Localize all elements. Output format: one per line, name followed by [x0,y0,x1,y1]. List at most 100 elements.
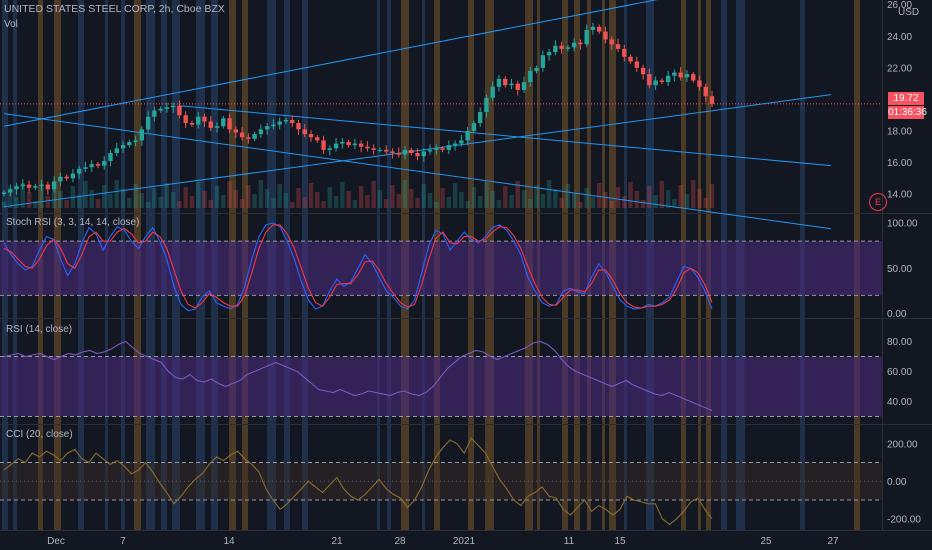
earnings-event-icon[interactable]: E [869,193,887,211]
time-tick-label: 21 [331,536,343,547]
time-tick-label: 2021 [453,536,476,547]
candle-body [170,105,176,108]
volume-bar [290,202,295,208]
candle-body [102,160,107,166]
candle-body [622,48,627,57]
rsi-title: RSI (14, close) [6,324,73,335]
candle-body [296,123,301,130]
candle-body [434,148,439,150]
price-tick-label: 0.00 [887,309,907,320]
volume-bar [214,186,220,208]
volume-bar [89,190,94,208]
volume-bar [346,191,351,208]
volume-bar [515,181,520,208]
volume-bar [597,183,602,208]
candle-body [70,173,76,179]
candle-body [239,132,245,138]
volume-bar [709,184,715,208]
time-tick-label: 25 [760,536,772,547]
candle-body [33,186,38,188]
time-tick-label: 27 [827,536,839,547]
candle-body [133,140,138,142]
volume-bar [352,200,358,208]
volume-bar [102,185,107,208]
candle-body [221,118,226,127]
candle-body [384,149,389,152]
volume-bar [152,188,157,208]
candle-body [459,140,464,144]
volume-bar [396,194,401,208]
volume-bar [283,193,289,208]
candle-body [496,78,502,87]
volume-bar [421,184,426,208]
volume-bar [634,191,640,208]
last-price-tag: 19.72 [888,92,924,105]
volume-bar [358,186,364,208]
candle-body [396,153,401,155]
volume-bar [371,181,376,208]
volume-label: Vol [4,19,18,30]
candle-body [258,129,264,135]
volume-bar [296,188,301,208]
volume-bar [327,187,332,208]
candle-body [20,184,25,187]
candle-body [252,134,257,139]
candle-body [377,149,383,151]
candle-body [346,142,351,146]
volume-bar [51,182,57,208]
volume-bar [427,193,433,208]
candle-body [515,83,520,90]
candle-body [371,148,376,150]
volume-bar [528,199,533,208]
candle-body [640,67,646,75]
volume-bar [139,193,145,208]
time-axis[interactable]: Dec 7 14 21 28 2021 11 15 25 27 [47,536,839,547]
candles[interactable] [1,22,715,197]
price-tick-label: 80.00 [887,337,912,348]
volume-bar [496,200,502,208]
volume-bar [703,198,708,208]
candle-body [559,45,564,49]
candle-body [308,134,314,138]
candle-body [421,151,426,157]
volume-bar [233,190,239,208]
cci-title: CCI (20, close) [6,429,73,440]
volume-bar [521,190,527,208]
candle-body [697,80,702,87]
currency-label[interactable]: USD [898,7,920,18]
price-axes[interactable]: 26.00 24.00 22.00 18.00 16.00 14.00 100.00 50.0… [887,0,921,525]
volume-bar [114,180,119,208]
candle-body [352,143,358,146]
candle-body [64,176,69,179]
volume-bar [678,185,683,208]
candle-body [415,153,420,157]
time-tick-label: 14 [223,536,235,547]
volume-bar [39,187,44,208]
volume-bar [95,199,101,208]
volume-bar [164,183,170,208]
candle-body [691,74,696,81]
volume-bar [571,193,577,208]
volume-bar [471,187,477,208]
volume-bar [377,190,383,208]
candle-body [628,56,633,62]
volume-bar [277,184,282,208]
candle-body [58,176,63,182]
time-tick-label: 15 [614,536,626,547]
candle-body [684,74,690,78]
trendline [3,0,658,127]
candle-body [358,143,364,147]
candle-body [283,119,289,122]
candle-body [120,145,126,149]
time-tick-label: 7 [120,536,126,547]
volume-bar [615,187,621,208]
candle-body [145,116,151,130]
volume-bar [252,194,257,208]
volume-bar [559,198,564,208]
candle-body [546,52,552,56]
candle-body [452,143,458,146]
cci-line [3,437,713,526]
volume-bar [76,195,82,208]
stoch-rsi-title: Stoch RSI (3, 3, 14, 14, close) [6,217,140,228]
